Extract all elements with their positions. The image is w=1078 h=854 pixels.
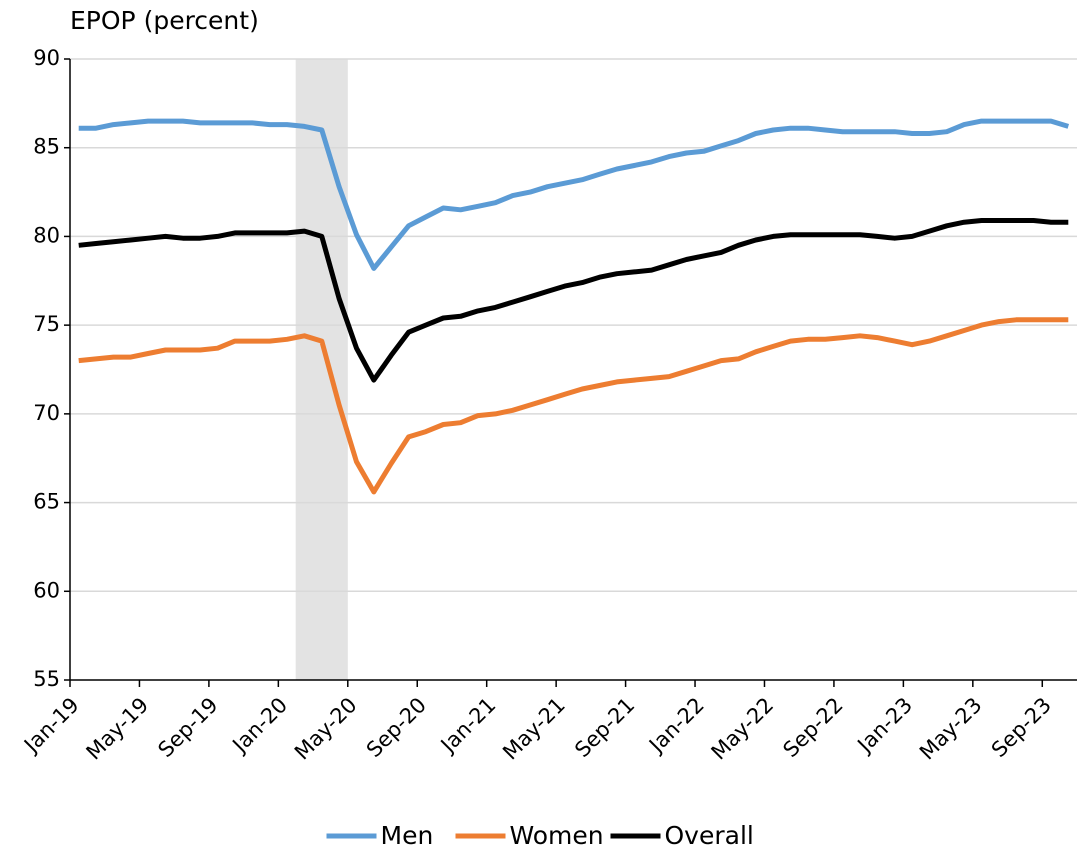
y-tick-label: 80: [33, 223, 60, 247]
y-tick-label: 85: [33, 135, 60, 159]
legend-label: Women: [510, 821, 604, 850]
x-tick-label: May-23: [915, 693, 987, 765]
x-tick-label: May-19: [82, 693, 154, 765]
series-line: [78, 118, 1070, 271]
y-tick-label: 70: [33, 401, 60, 425]
x-tick-label: Jan-21: [435, 693, 501, 759]
x-tick-label: Sep-23: [987, 693, 1056, 762]
x-tick-label: May-21: [498, 693, 570, 765]
x-tick-label: Jan-23: [852, 693, 918, 759]
y-tick-label: 55: [33, 667, 60, 691]
y-tick-label: 75: [33, 312, 60, 336]
series-line: [78, 218, 1069, 383]
chart-title: EPOP (percent): [70, 6, 259, 35]
x-tick-label: May-20: [290, 693, 362, 765]
legend-label: Men: [381, 821, 434, 850]
x-tick-label: Jan-22: [643, 693, 709, 759]
x-tick-label: Jan-19: [18, 693, 84, 759]
x-tick-label: Sep-19: [153, 693, 222, 762]
x-tick-label: Jan-20: [227, 693, 293, 759]
x-tick-label: Sep-20: [362, 693, 431, 762]
y-tick-label: 60: [33, 578, 60, 602]
recession-shade: [295, 59, 348, 680]
series-line: [78, 317, 1069, 495]
x-tick-label: Sep-21: [570, 693, 639, 762]
x-tick-label: May-22: [707, 693, 779, 765]
x-tick-label: Sep-22: [778, 693, 847, 762]
y-tick-label: 90: [33, 46, 60, 70]
legend-label: Overall: [665, 821, 754, 850]
y-tick-label: 65: [33, 490, 60, 514]
